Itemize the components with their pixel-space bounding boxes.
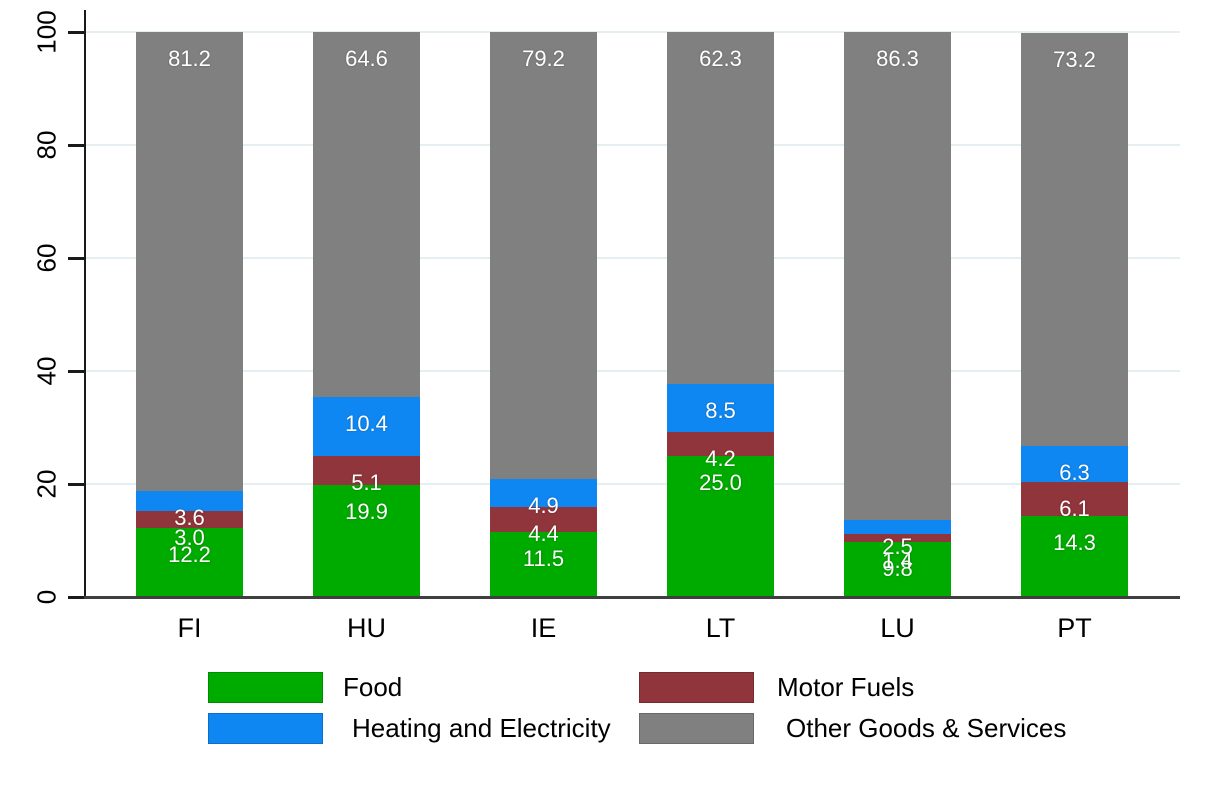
legend-label-Other Goods & Services: Other Goods & Services bbox=[786, 713, 1067, 743]
bar-value-label-PT-Other Goods & Services: 73.2 bbox=[1053, 46, 1096, 72]
y-tick-label-40: 40 bbox=[31, 356, 62, 386]
bar-value-label-FI-Heating and Electricity: 3.6 bbox=[174, 504, 205, 530]
y-tick-0 bbox=[68, 596, 84, 599]
y-tick-label-80: 80 bbox=[31, 130, 62, 160]
y-tick-100 bbox=[68, 31, 84, 34]
bar-value-label-LU-Food: 9.8 bbox=[882, 555, 913, 581]
y-tick-20 bbox=[68, 483, 84, 486]
x-axis-line bbox=[84, 596, 1180, 599]
bar-value-label-HU-Motor Fuels: 5.1 bbox=[351, 469, 382, 495]
bar-value-label-FI-Other Goods & Services: 81.2 bbox=[168, 46, 211, 71]
x-category-label-LU: LU bbox=[880, 613, 915, 643]
bar-segment-PT-Other Goods & Services bbox=[1021, 32, 1128, 447]
x-category-label-PT: PT bbox=[1057, 613, 1092, 643]
bar-segment-IE-Food bbox=[490, 532, 597, 597]
bar-segment-LT-Food bbox=[667, 455, 774, 597]
bar-segment-PT-Heating and Electricity bbox=[1021, 446, 1128, 482]
gridline-60 bbox=[86, 257, 1180, 259]
legend-label-Food: Food bbox=[343, 672, 403, 702]
bar-segment-LT-Heating and Electricity bbox=[667, 383, 774, 432]
legend-label-Heating and Electricity: Heating and Electricity bbox=[352, 713, 611, 743]
gridline-40 bbox=[86, 370, 1180, 372]
bar-value-label-LU-Motor Fuels: 1.4 bbox=[882, 547, 913, 573]
bar-segment-FI-Food bbox=[136, 528, 243, 597]
gridline-100 bbox=[86, 31, 1180, 33]
bar-value-label-FI-Food: 12.2 bbox=[168, 542, 211, 568]
y-tick-label-60: 60 bbox=[31, 243, 62, 273]
y-tick-label-0: 0 bbox=[31, 589, 62, 605]
bar-value-label-LU-Heating and Electricity: 2.5 bbox=[882, 533, 913, 559]
bar-value-label-IE-Food: 11.5 bbox=[522, 546, 565, 572]
y-tick-80 bbox=[68, 144, 84, 147]
bar-segment-LU-Other Goods & Services bbox=[844, 32, 951, 520]
legend-swatch-Other Goods & Services bbox=[639, 713, 754, 744]
bar-value-label-PT-Motor Fuels: 6.1 bbox=[1059, 495, 1090, 521]
gridline-80 bbox=[86, 144, 1180, 146]
bar-segment-HU-Heating and Electricity bbox=[313, 396, 420, 456]
bar-segment-LU-Heating and Electricity bbox=[844, 519, 951, 534]
bar-segment-IE-Heating and Electricity bbox=[490, 479, 597, 508]
x-category-label-LT: LT bbox=[705, 613, 736, 643]
bar-segment-FI-Heating and Electricity bbox=[136, 490, 243, 512]
bar-value-label-HU-Food: 19.9 bbox=[345, 498, 388, 524]
x-category-label-IE: IE bbox=[530, 613, 557, 643]
legend-label-Motor Fuels: Motor Fuels bbox=[777, 672, 915, 702]
bar-segment-HU-Food bbox=[313, 484, 420, 597]
bar-segment-LT-Motor Fuels bbox=[667, 432, 774, 456]
bar-segment-FI-Other Goods & Services bbox=[136, 32, 243, 491]
bar-segment-FI-Motor Fuels bbox=[136, 511, 243, 529]
bar-value-label-PT-Food: 14.3 bbox=[1053, 530, 1096, 556]
bar-value-label-LT-Food: 25.0 bbox=[699, 469, 742, 495]
bar-value-label-IE-Other Goods & Services: 79.2 bbox=[522, 46, 565, 71]
bar-segment-IE-Other Goods & Services bbox=[490, 32, 597, 480]
x-category-label-HU: HU bbox=[347, 613, 386, 643]
y-axis-line bbox=[84, 10, 86, 598]
bar-segment-PT-Motor Fuels bbox=[1021, 481, 1128, 517]
bar-segment-HU-Motor Fuels bbox=[313, 455, 420, 485]
bar-value-label-IE-Motor Fuels: 4.4 bbox=[528, 521, 559, 547]
bar-segment-HU-Other Goods & Services bbox=[313, 32, 420, 397]
bar-segment-IE-Motor Fuels bbox=[490, 507, 597, 533]
bar-segment-LU-Motor Fuels bbox=[844, 533, 951, 542]
bar-value-label-LT-Other Goods & Services: 62.3 bbox=[699, 46, 742, 71]
bar-segment-LU-Food bbox=[844, 541, 951, 597]
bar-value-label-FI-Motor Fuels: 3.0 bbox=[174, 525, 205, 551]
bar-value-label-IE-Heating and Electricity: 4.9 bbox=[528, 493, 559, 519]
bar-segment-PT-Food bbox=[1021, 516, 1128, 597]
legend-swatch-Motor Fuels bbox=[639, 672, 754, 703]
bar-value-label-HU-Other Goods & Services: 64.6 bbox=[345, 46, 388, 71]
legend-swatch-Heating and Electricity bbox=[208, 713, 323, 744]
bar-value-label-LT-Motor Fuels: 4.2 bbox=[705, 446, 736, 472]
gridline-20 bbox=[86, 483, 1180, 485]
bar-value-label-LU-Other Goods & Services: 86.3 bbox=[876, 46, 919, 71]
x-category-label-FI: FI bbox=[177, 613, 202, 643]
y-tick-label-100: 100 bbox=[31, 10, 62, 54]
y-tick-60 bbox=[68, 257, 84, 260]
legend-swatch-Food bbox=[208, 672, 323, 703]
bar-value-label-HU-Heating and Electricity: 10.4 bbox=[345, 410, 388, 436]
y-tick-40 bbox=[68, 370, 84, 373]
bar-value-label-LT-Heating and Electricity: 8.5 bbox=[705, 397, 736, 423]
bar-segment-LT-Other Goods & Services bbox=[667, 32, 774, 384]
bar-value-label-PT-Heating and Electricity: 6.3 bbox=[1059, 460, 1090, 486]
y-tick-label-20: 20 bbox=[31, 469, 62, 499]
